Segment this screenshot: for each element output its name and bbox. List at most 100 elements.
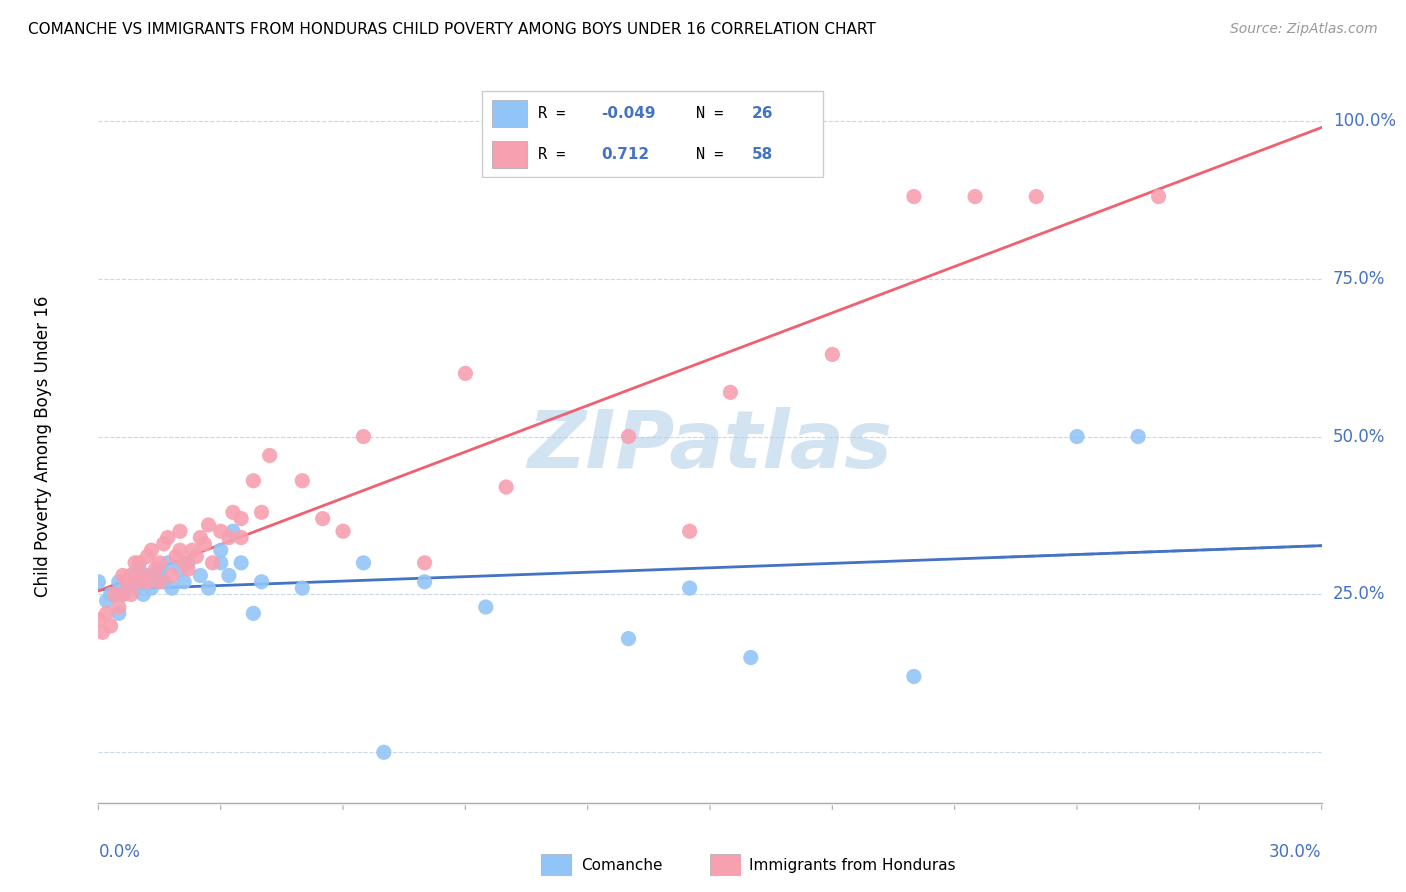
Point: [136, 574, 159, 589]
Text: COMANCHE VS IMMIGRANTS FROM HONDURAS CHILD POVERTY AMONG BOYS UNDER 16 CORRELATI: COMANCHE VS IMMIGRANTS FROM HONDURAS CHI…: [28, 22, 876, 37]
Point: [156, 556, 179, 570]
Point: [413, 574, 436, 589]
Point: [87, 613, 110, 627]
Point: [193, 537, 215, 551]
Point: [120, 587, 142, 601]
Point: [128, 556, 150, 570]
Point: [141, 543, 163, 558]
Point: [108, 607, 131, 621]
Point: [96, 593, 118, 607]
Point: [209, 543, 232, 558]
Point: [250, 574, 273, 589]
Point: [242, 607, 264, 621]
Point: [259, 449, 281, 463]
Point: [903, 189, 925, 203]
Text: 25.0%: 25.0%: [1333, 585, 1385, 603]
Point: [740, 650, 762, 665]
Point: [156, 531, 179, 545]
Text: 26: 26: [752, 106, 773, 120]
Point: [222, 505, 245, 519]
Point: [128, 574, 150, 589]
Point: [87, 574, 110, 589]
Point: [160, 581, 183, 595]
Point: [965, 189, 987, 203]
Text: 0.712: 0.712: [602, 147, 650, 161]
Point: [197, 517, 219, 532]
Point: [413, 556, 436, 570]
Point: [679, 524, 702, 539]
Point: [218, 531, 240, 545]
Point: [100, 587, 122, 601]
Point: [197, 581, 219, 595]
Point: [152, 537, 174, 551]
Point: [173, 556, 195, 570]
Point: [201, 556, 224, 570]
Point: [495, 480, 517, 494]
Text: Immigrants from Honduras: Immigrants from Honduras: [749, 858, 956, 872]
Point: [718, 385, 742, 400]
Point: [188, 568, 212, 582]
Point: [100, 619, 122, 633]
Text: 50.0%: 50.0%: [1333, 427, 1385, 445]
Point: [136, 568, 159, 582]
Point: [169, 524, 191, 539]
Bar: [492, 100, 527, 127]
Point: [124, 581, 146, 595]
FancyBboxPatch shape: [481, 91, 823, 177]
Point: [136, 549, 159, 564]
Point: [149, 556, 172, 570]
Point: [177, 562, 200, 576]
Point: [149, 568, 172, 582]
Point: [160, 568, 183, 582]
Point: [188, 531, 212, 545]
Text: 100.0%: 100.0%: [1333, 112, 1396, 129]
Text: N =: N =: [696, 147, 723, 161]
Point: [128, 562, 150, 576]
Point: [111, 568, 134, 582]
Text: 0.0%: 0.0%: [98, 843, 141, 861]
Point: [115, 574, 138, 589]
Point: [332, 524, 354, 539]
Point: [291, 474, 314, 488]
Point: [222, 524, 245, 539]
Point: [145, 562, 167, 576]
Text: Child Poverty Among Boys Under 16: Child Poverty Among Boys Under 16: [34, 295, 52, 597]
Point: [250, 505, 273, 519]
Point: [141, 581, 163, 595]
Bar: [492, 141, 527, 168]
Text: 75.0%: 75.0%: [1333, 269, 1385, 287]
Point: [128, 574, 150, 589]
Point: [352, 556, 374, 570]
Point: [149, 574, 172, 589]
Point: [181, 543, 204, 558]
Text: Source: ZipAtlas.com: Source: ZipAtlas.com: [1230, 22, 1378, 37]
Point: [1128, 429, 1150, 443]
Point: [115, 574, 138, 589]
Point: [903, 669, 925, 683]
Point: [617, 429, 640, 443]
Point: [373, 745, 395, 759]
Point: [108, 600, 131, 615]
Point: [169, 562, 191, 576]
Point: [1025, 189, 1047, 203]
Text: 30.0%: 30.0%: [1270, 843, 1322, 861]
Point: [474, 600, 498, 615]
Point: [124, 556, 146, 570]
Point: [679, 581, 702, 595]
Point: [242, 474, 264, 488]
Point: [454, 367, 477, 381]
Point: [108, 574, 131, 589]
Text: R =: R =: [538, 106, 565, 120]
Point: [209, 524, 232, 539]
Point: [120, 568, 142, 582]
Text: Comanche: Comanche: [581, 858, 662, 872]
Point: [152, 574, 174, 589]
Point: [312, 511, 335, 525]
Point: [165, 549, 187, 564]
Point: [231, 556, 253, 570]
Point: [173, 574, 195, 589]
Point: [132, 568, 155, 582]
Point: [96, 607, 118, 621]
Point: [617, 632, 640, 646]
Point: [1147, 189, 1170, 203]
